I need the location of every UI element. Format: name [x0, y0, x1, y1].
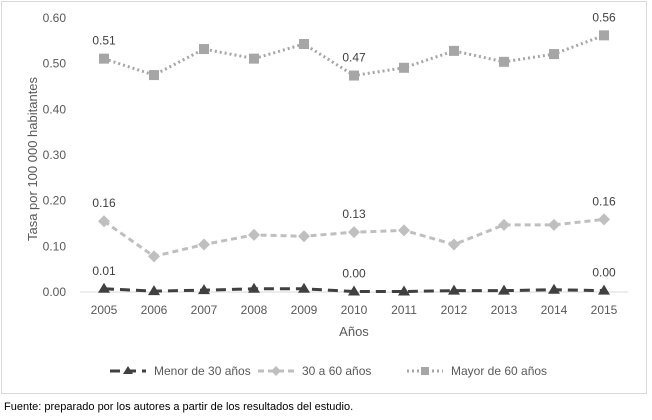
data-label: 0.00	[342, 267, 366, 281]
y-tick-label: 0.20	[43, 194, 67, 208]
data-point-2-2	[199, 44, 209, 55]
data-point-1-3	[248, 228, 260, 241]
data-point-0-10	[598, 284, 610, 295]
x-tick-label: 2010	[341, 303, 368, 317]
data-point-1-2	[198, 238, 210, 251]
data-label: 0.01	[92, 264, 116, 278]
chart-frame: 0.00 0.10 0.20 0.30 0.40 0.50 0.60 2005 2006 2007…	[1, 1, 647, 394]
data-point-0-5	[348, 285, 360, 296]
data-point-2-5	[349, 70, 359, 81]
data-label: 0.51	[92, 34, 116, 48]
data-point-0-4	[298, 282, 310, 293]
y-tick-label: 0.10	[43, 239, 67, 253]
data-point-1-1	[148, 250, 160, 263]
data-label: 0.16	[92, 196, 116, 210]
series-line-0	[103, 287, 605, 294]
data-label: 0.00	[592, 266, 616, 280]
data-point-0-7	[448, 284, 460, 295]
x-tick-label: 2014	[541, 303, 568, 317]
data-point-1-9	[548, 218, 560, 231]
x-tick-label: 2015	[591, 303, 618, 317]
x-tick-label: 2009	[291, 303, 318, 317]
data-point-0-9	[548, 283, 560, 294]
y-tick-label: 0.30	[43, 148, 67, 162]
line-chart: 0.00 0.10 0.20 0.30 0.40 0.50 0.60 2005 2006 2007…	[25, 10, 628, 378]
x-tick-label: 2013	[491, 303, 518, 317]
data-point-2-1	[149, 70, 159, 81]
data-point-0-8	[498, 284, 510, 295]
data-point-1-4	[298, 230, 310, 243]
data-point-2-3	[249, 53, 259, 64]
data-point-2-0	[99, 53, 109, 64]
data-point-0-3	[248, 282, 260, 293]
x-tick-label: 2005	[91, 303, 118, 317]
data-point-2-8	[499, 56, 509, 67]
data-label: 0.16	[592, 194, 616, 208]
legend-label: Mayor de 60 años	[451, 364, 547, 378]
y-tick-label: 0.60	[43, 11, 67, 25]
data-point-2-9	[549, 49, 559, 60]
legend-label: 30 a 60 años	[302, 364, 371, 378]
x-tick-label: 2012	[441, 303, 468, 317]
y-tick-label: 0.00	[43, 285, 67, 299]
data-point-0-1	[148, 285, 160, 296]
data-point-1-8	[498, 218, 510, 231]
legend-marker-2	[421, 367, 429, 375]
x-axis-title: Años	[339, 324, 369, 339]
source-note: Fuente: preparado por los autores a part…	[4, 401, 354, 413]
y-axis-title: Tasa por 100 000 habitantes	[25, 76, 40, 241]
legend-marker-0	[123, 366, 133, 374]
data-point-1-5	[348, 226, 360, 239]
legend-marker-1	[271, 366, 281, 376]
data-point-2-6	[399, 62, 409, 73]
data-point-1-7	[448, 238, 460, 251]
data-point-2-7	[449, 45, 459, 56]
data-point-0-6	[398, 285, 410, 296]
x-tick-label: 2011	[391, 303, 417, 317]
data-point-2-10	[599, 30, 609, 41]
data-point-0-2	[198, 284, 210, 295]
data-point-0-0	[98, 282, 110, 293]
data-point-1-10	[598, 213, 610, 226]
data-point-2-4	[299, 39, 309, 50]
y-tick-label: 0.50	[43, 57, 67, 71]
x-tick-label: 2007	[191, 303, 218, 317]
data-label: 0.56	[592, 10, 616, 24]
data-label: 0.47	[342, 51, 366, 65]
legend-label: Menor de 30 años	[154, 364, 251, 378]
x-tick-label: 2008	[241, 303, 268, 317]
data-point-1-6	[398, 224, 410, 237]
data-label: 0.13	[342, 207, 366, 221]
data-point-1-0	[98, 215, 110, 228]
y-tick-label: 0.40	[43, 102, 67, 116]
x-tick-label: 2006	[141, 303, 168, 317]
